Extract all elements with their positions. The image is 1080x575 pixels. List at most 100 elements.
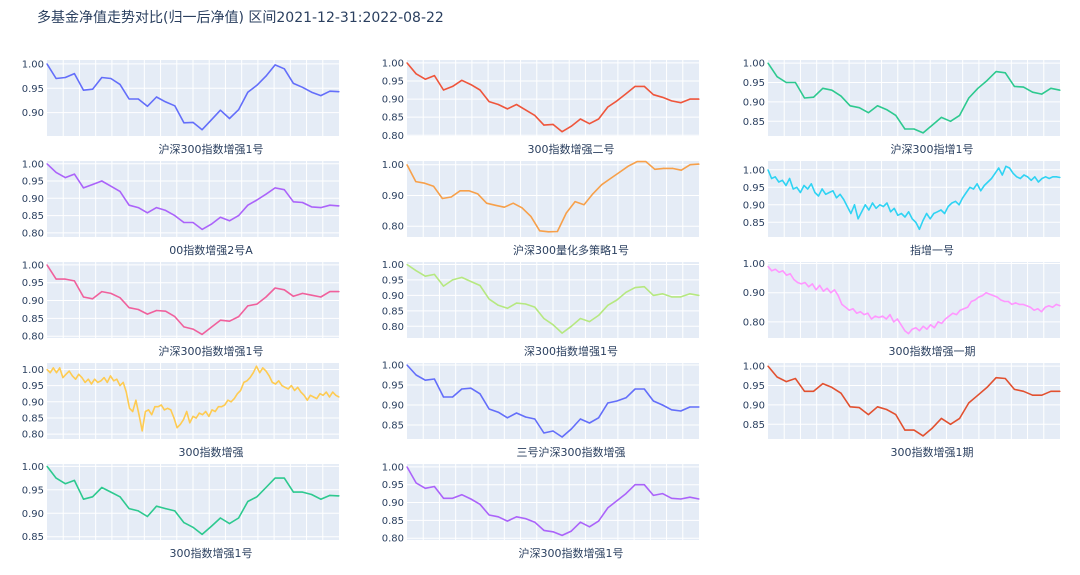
data-point [1023, 174, 1025, 176]
data-point [488, 408, 490, 410]
data-point [210, 525, 212, 528]
data-point [470, 84, 472, 86]
data-point [601, 184, 603, 186]
subplot-8: 0.80 0.85 0.90 0.95 1.00 深300指数增强1号 [382, 260, 700, 358]
data-point [941, 322, 943, 324]
data-point [415, 374, 417, 376]
data-point [819, 284, 821, 286]
series-line [767, 265, 1061, 335]
data-point [442, 396, 445, 398]
data-point [338, 91, 340, 93]
data-point [949, 423, 952, 425]
data-point [944, 212, 946, 215]
data-point [82, 89, 85, 91]
data-point [521, 207, 523, 209]
y-tick-label: 0.80 [382, 131, 404, 142]
data-point [598, 520, 600, 522]
y-tick-label: 0.85 [22, 413, 44, 424]
data-point [320, 296, 322, 298]
subplot-title: 深300指数增强1号 [524, 344, 618, 358]
data-point [840, 95, 842, 97]
data-point [292, 491, 294, 493]
y-tick-label: 0.90 [743, 97, 765, 108]
data-point [479, 284, 481, 287]
data-point [643, 85, 645, 87]
data-point [893, 321, 895, 323]
data-point [494, 204, 497, 206]
data-point [968, 97, 970, 99]
data-point [247, 91, 249, 93]
data-point [652, 294, 655, 296]
y-tick-label: 0.80 [22, 228, 44, 239]
subplot-3: 0.85 0.90 0.95 1.00 沪深300指增1号 [743, 59, 1061, 156]
data-point [256, 84, 258, 86]
data-point [103, 377, 105, 379]
data-point [424, 379, 426, 381]
data-point [183, 522, 185, 524]
data-point [125, 391, 127, 393]
data-point [671, 167, 674, 169]
data-point [201, 129, 203, 131]
data-point [301, 491, 304, 493]
y-tick-label: 0.85 [22, 532, 44, 543]
data-point [561, 436, 563, 438]
data-point [265, 486, 267, 489]
data-point [73, 479, 75, 481]
y-tick-label: 1.00 [743, 59, 765, 70]
data-point [201, 228, 203, 230]
data-point [856, 312, 858, 314]
data-point [867, 312, 869, 314]
data-point [174, 510, 176, 512]
data-point [146, 212, 148, 214]
data-point [592, 193, 594, 195]
data-point [106, 381, 108, 383]
data-point [461, 276, 463, 278]
data-point [119, 190, 121, 192]
data-point [785, 184, 787, 187]
data-point [441, 197, 443, 200]
data-point [955, 314, 958, 316]
data-point [165, 101, 167, 103]
data-point [876, 105, 879, 107]
data-point [406, 62, 408, 64]
y-tick-label: 0.95 [382, 76, 404, 87]
data-point [530, 215, 532, 217]
data-point [652, 94, 655, 96]
data-point [329, 90, 331, 92]
data-point [767, 265, 769, 267]
data-point [479, 503, 481, 505]
data-point [137, 207, 139, 209]
data-point [886, 202, 888, 204]
data-point [84, 381, 86, 383]
y-tick-label: 0.90 [743, 200, 765, 211]
page-title: 多基金净值走势对比(归一后净值) 区间2021-12-31:2022-08-22 [37, 10, 444, 26]
data-point [228, 523, 231, 525]
data-point [1007, 300, 1009, 303]
data-point [137, 510, 139, 512]
data-point [1048, 305, 1050, 307]
data-point [219, 109, 221, 111]
data-point [680, 296, 682, 298]
data-point [977, 394, 979, 396]
data-point [240, 389, 242, 392]
data-point [433, 485, 435, 488]
data-point [965, 191, 967, 194]
data-point [320, 95, 322, 97]
data-point [325, 391, 327, 393]
data-point [661, 404, 664, 406]
data-point [698, 163, 700, 165]
data-point [316, 398, 318, 400]
data-point [176, 427, 178, 429]
data-point [1026, 305, 1028, 307]
y-tick-label: 0.85 [382, 516, 404, 527]
data-point [968, 402, 970, 404]
data-point [534, 521, 536, 523]
data-point [406, 466, 408, 468]
data-point [583, 204, 585, 206]
data-point [259, 372, 261, 374]
data-point [292, 295, 294, 297]
data-point [205, 410, 207, 413]
data-point [643, 286, 645, 288]
data-point [970, 300, 972, 303]
data-point [246, 380, 248, 382]
